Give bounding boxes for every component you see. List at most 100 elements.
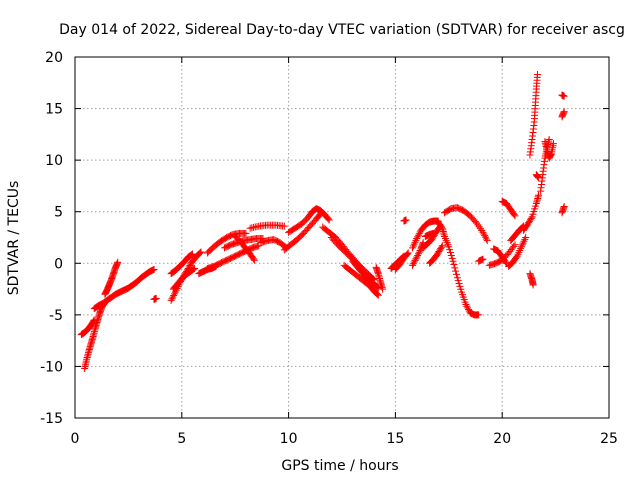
data-point [452, 267, 460, 275]
data-point [403, 250, 411, 258]
series-track-39 [520, 191, 543, 234]
series-track-22 [372, 263, 387, 293]
data-point [410, 258, 418, 266]
data-point [411, 256, 419, 264]
data-point [449, 257, 457, 265]
y-tick-labels: -15 -10 -5 0 5 10 15 20 [40, 50, 63, 427]
data-point [446, 246, 454, 254]
series-track-44 [541, 138, 557, 162]
data-point [560, 92, 568, 100]
series-track-11 [203, 242, 263, 272]
data-point [170, 291, 178, 299]
y-tick-label: 15 [45, 102, 63, 118]
y-tick-label: 20 [45, 50, 63, 66]
data-point [169, 293, 177, 301]
series-track-31 [434, 218, 483, 319]
series-track-14 [246, 221, 288, 232]
y-axis-label: SDTVAR / TECUs [6, 181, 22, 296]
data-point [374, 291, 382, 299]
data-point [464, 304, 472, 312]
x-tick-label: 25 [600, 431, 618, 447]
series-track-36 [498, 197, 519, 220]
data-point [482, 235, 490, 243]
data-point [445, 243, 453, 251]
data-point [526, 216, 534, 224]
data-point [191, 264, 199, 272]
data-point [483, 237, 491, 245]
data-point [450, 261, 458, 269]
data-point [186, 262, 194, 270]
data-point [150, 265, 158, 273]
data-point [512, 253, 520, 261]
data-point [452, 270, 460, 278]
data-point [187, 260, 195, 268]
data-point [560, 108, 568, 116]
series-track-08 [167, 250, 196, 278]
data-point [188, 250, 196, 258]
data-point [510, 242, 518, 250]
series-track-30 [426, 242, 446, 267]
x-tick-label: 0 [71, 431, 80, 447]
y-tick-label: 5 [54, 205, 63, 221]
data-point [168, 295, 176, 303]
series-track-04 [101, 258, 122, 298]
data-point [511, 241, 519, 249]
data-point [189, 266, 197, 274]
series-track-33 [475, 255, 487, 265]
series-track-13 [231, 232, 258, 264]
x-axis-label: GPS time / hours [281, 458, 398, 474]
data-point [434, 249, 442, 257]
data-point [250, 255, 258, 263]
data-point [522, 234, 530, 241]
data-point [280, 222, 288, 230]
data-point [447, 249, 455, 257]
data-point [529, 281, 537, 289]
data-point [462, 301, 470, 309]
series-track-45 [558, 203, 568, 217]
data-point [451, 264, 459, 272]
x-tick-label: 5 [177, 431, 186, 447]
series-track-03 [90, 265, 158, 313]
data-point [435, 248, 443, 256]
data-point [533, 71, 541, 79]
data-point [195, 250, 203, 258]
data-point [510, 211, 518, 219]
data-point [560, 203, 568, 211]
data-point [480, 230, 488, 238]
y-tick-label: -15 [40, 411, 63, 427]
data-point [373, 290, 381, 298]
data-point [404, 249, 412, 257]
data-point [188, 251, 196, 259]
data-point [438, 223, 446, 231]
data-point [197, 248, 205, 256]
series-track-16 [280, 210, 325, 254]
x-tick-label: 10 [280, 431, 298, 447]
data-point [545, 136, 553, 144]
data-point [368, 274, 376, 282]
data-point [370, 276, 378, 284]
data-point [409, 260, 417, 268]
data-point [414, 233, 422, 241]
series-track-37 [505, 234, 530, 270]
y-tick-label: -5 [49, 308, 63, 324]
data-point [511, 212, 519, 220]
data-point [481, 232, 489, 240]
data-point [414, 250, 422, 258]
series-track-21 [349, 257, 378, 291]
data-points [77, 71, 568, 372]
data-point [527, 214, 535, 222]
data-point [455, 280, 463, 288]
series-track-10 [203, 229, 250, 257]
data-point [456, 282, 464, 290]
data-point [413, 235, 421, 243]
data-point [475, 311, 483, 319]
grid-lines [75, 57, 609, 418]
data-point [415, 248, 423, 256]
data-point [437, 245, 445, 253]
data-point [438, 243, 446, 251]
series-track-24 [391, 249, 412, 273]
data-point [457, 285, 465, 293]
data-point [369, 282, 377, 290]
